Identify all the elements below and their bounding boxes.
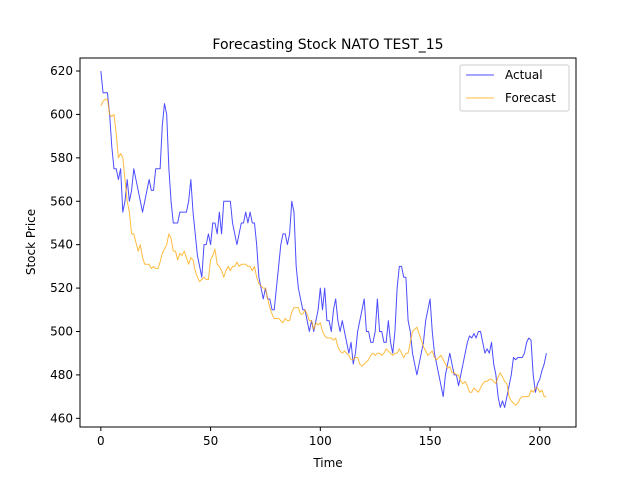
x-axis-ticks: 0 50 100 150 200 (97, 427, 551, 448)
legend-box (459, 64, 570, 112)
y-tick-label: 620 (50, 64, 73, 78)
x-tick-label: 150 (419, 434, 442, 448)
x-axis-label: Time (312, 456, 342, 470)
series-line-forecast (100, 98, 547, 406)
y-axis-label: Stock Price (24, 209, 38, 275)
axes-frame (79, 57, 577, 428)
y-tick-label: 480 (50, 368, 73, 382)
series-line-actual (100, 70, 547, 408)
y-tick-label: 580 (50, 151, 73, 165)
x-tick-label: 50 (203, 434, 218, 448)
y-tick-label: 560 (50, 194, 73, 208)
x-tick-label: 100 (309, 434, 332, 448)
legend-label-forecast: Forecast (505, 91, 556, 105)
y-tick-label: 600 (50, 107, 73, 121)
chart-title: Forecasting Stock NATO TEST_15 (212, 37, 443, 53)
y-tick-label: 500 (50, 324, 73, 338)
legend-label-actual: Actual (505, 68, 543, 82)
y-tick-label: 460 (50, 411, 73, 425)
plot-area (100, 70, 547, 408)
y-tick-label: 540 (50, 238, 73, 252)
x-tick-label: 200 (528, 434, 551, 448)
y-axis-ticks: 460 480 500 520 540 560 580 600 620 (50, 64, 80, 425)
y-tick-label: 520 (50, 281, 73, 295)
legend: Actual Forecast (459, 64, 570, 112)
x-tick-label: 0 (97, 434, 105, 448)
